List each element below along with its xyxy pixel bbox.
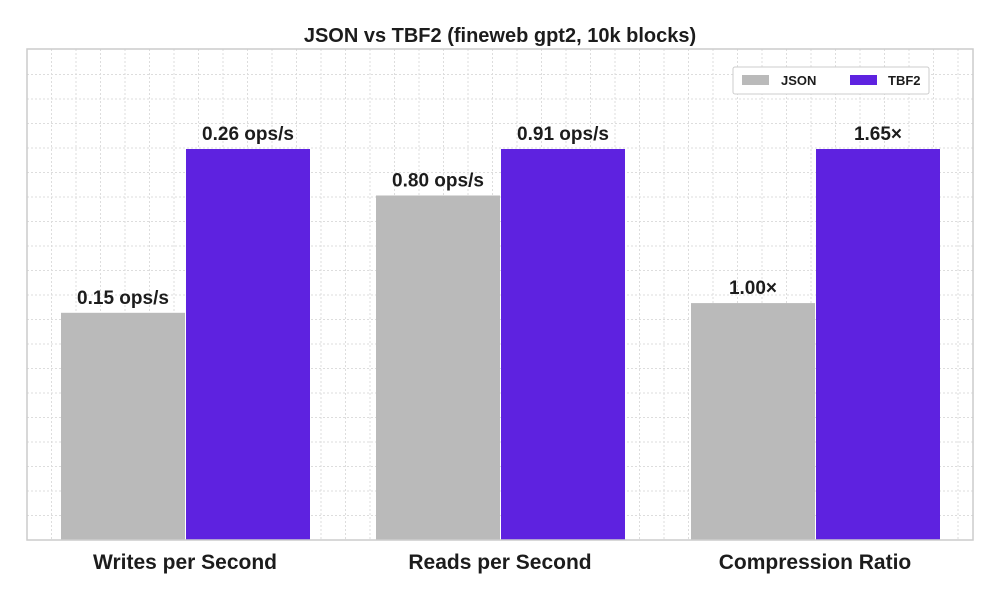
- x-axis-tick-labels: Writes per Second Reads per Second Compres…: [93, 551, 911, 574]
- bar-tbf2-3: [816, 149, 940, 540]
- legend-swatch-tbf2: [850, 75, 877, 85]
- bar-tbf2-1: [186, 149, 310, 540]
- bar-tbf2-2: [501, 149, 625, 540]
- legend: JSON TBF2: [732, 66, 930, 95]
- bar-value-label-json-3: 1.00×: [729, 278, 777, 299]
- x-tick-label: Compression Ratio: [719, 551, 912, 574]
- x-tick-label: Reads per Second: [408, 551, 591, 574]
- bars-group: [61, 149, 940, 540]
- bar-value-label-tbf2-2: 0.91 ops/s: [517, 124, 609, 145]
- bar-value-label-json-2: 0.80 ops/s: [392, 171, 484, 192]
- plot-frame: [26, 48, 974, 541]
- legend-swatch-json: [742, 75, 769, 85]
- chart-title: JSON vs TBF2 (fineweb gpt2, 10k blocks): [304, 25, 696, 47]
- bar-json-3: [691, 303, 815, 540]
- bar-json-2: [376, 195, 500, 540]
- bar-value-label-json-1: 0.15 ops/s: [77, 288, 169, 309]
- bar-json-1: [61, 312, 185, 540]
- x-tick-label: Writes per Second: [93, 551, 277, 574]
- legend-label-json: JSON: [781, 73, 816, 88]
- bar-value-labels: 0.15 ops/s 0.80 ops/s 1.00× 0.26 ops/s 0.91 …: [77, 124, 902, 309]
- legend-label-tbf2: TBF2: [888, 73, 921, 88]
- bar-value-label-tbf2-3: 1.65×: [854, 124, 902, 145]
- legend-box: [732, 66, 930, 95]
- bar-value-label-tbf2-1: 0.26 ops/s: [202, 124, 294, 145]
